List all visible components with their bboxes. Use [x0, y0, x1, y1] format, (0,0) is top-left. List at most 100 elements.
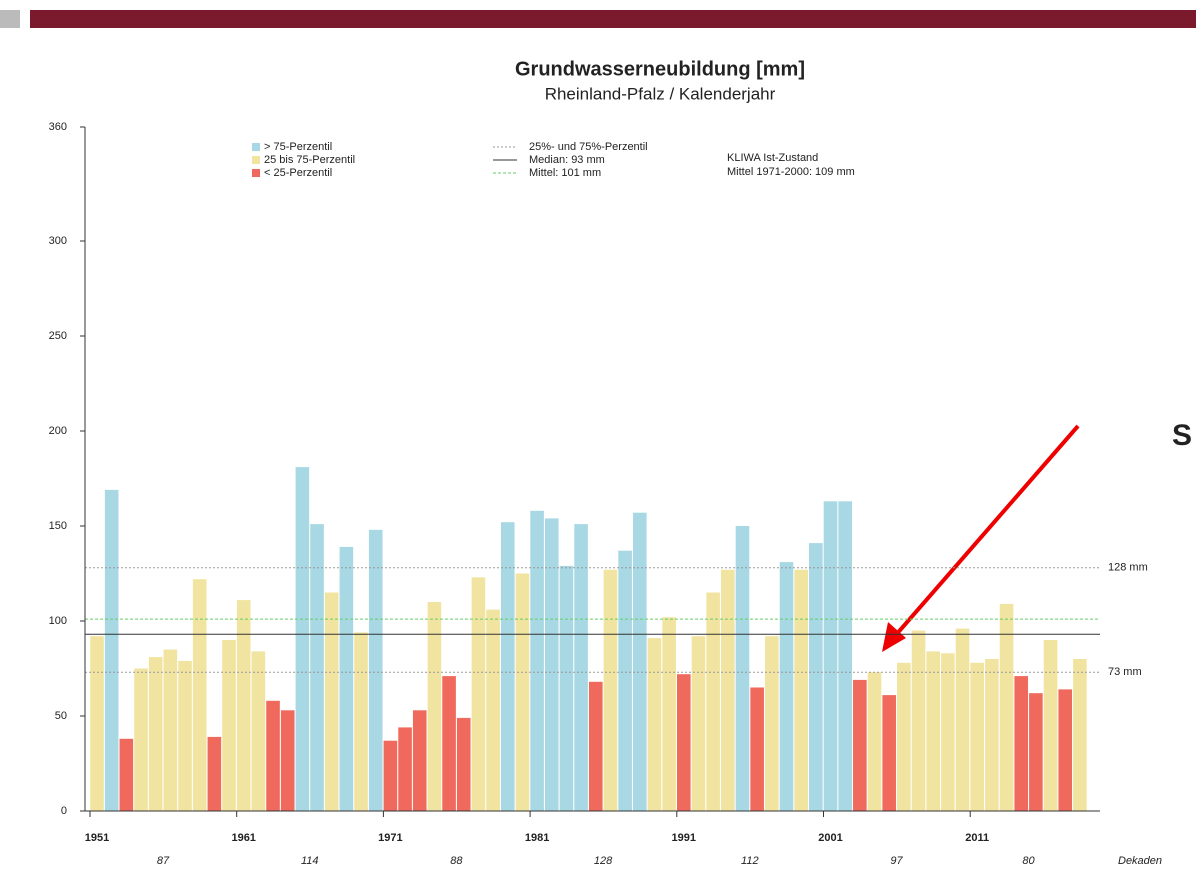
bar	[486, 609, 500, 811]
bar	[735, 526, 750, 811]
arrow	[893, 424, 1080, 638]
bar	[148, 657, 163, 811]
bar	[1043, 640, 1058, 811]
bar	[706, 592, 720, 811]
bar	[779, 562, 794, 811]
bar	[823, 501, 838, 811]
bar	[955, 628, 970, 811]
corner	[0, 10, 20, 28]
y-tick-label: 360	[49, 121, 67, 133]
chart-subtitle: Rheinland-Pfalz / Kalenderjahr	[545, 84, 776, 103]
bar	[559, 565, 574, 811]
bar	[941, 653, 955, 811]
info: Mittel 1971-2000: 109 mm	[727, 166, 855, 178]
bar	[867, 672, 882, 811]
y-tick-label: 50	[55, 710, 67, 722]
bar	[207, 736, 222, 811]
y-tick-label: 250	[49, 330, 67, 342]
y-tick-label: 0	[61, 805, 67, 817]
decade-value: 87	[157, 855, 170, 867]
bar	[897, 662, 911, 811]
x-tick-label: 2011	[965, 832, 989, 844]
bar	[310, 524, 324, 811]
bar	[471, 577, 486, 811]
chart-title: Grundwasserneubildung [mm]	[515, 58, 805, 80]
bar	[750, 687, 764, 811]
bar	[926, 651, 940, 811]
bar	[280, 710, 295, 811]
header-band	[30, 10, 1196, 28]
decade-value: 88	[450, 855, 463, 867]
x-tick-label: 1951	[85, 832, 109, 844]
bar	[677, 674, 691, 811]
legend-swatch	[252, 156, 260, 164]
bar	[985, 659, 999, 811]
x-tick-label: 2001	[818, 832, 842, 844]
ref-label: 73 mm	[1108, 666, 1142, 678]
y-tick-label: 300	[49, 235, 67, 247]
y-tick-label: 100	[49, 615, 67, 627]
bar	[398, 727, 412, 811]
bar	[618, 550, 632, 811]
decade-value: 112	[741, 855, 759, 867]
bar	[544, 518, 559, 811]
bar	[90, 636, 104, 811]
bar	[515, 573, 530, 811]
legend-label: < 25-Perzentil	[264, 167, 332, 179]
decade-label: Dekaden	[1118, 855, 1162, 867]
x-tick-label: 1961	[231, 832, 255, 844]
legend-label: Median: 93 mm	[529, 154, 605, 166]
bar	[383, 740, 398, 811]
bar	[236, 600, 251, 811]
legend-label: 25%- und 75%-Perzentil	[529, 141, 648, 153]
x-tick-label: 1991	[672, 832, 696, 844]
bar	[119, 738, 134, 811]
legend-swatch	[252, 143, 260, 151]
bar	[530, 510, 544, 811]
bar	[368, 529, 383, 811]
ref-label: 128 mm	[1108, 562, 1148, 574]
legend-label: > 75-Perzentil	[264, 141, 332, 153]
annotation: S	[1172, 419, 1192, 452]
bar	[1073, 659, 1087, 811]
bar	[427, 602, 442, 811]
bar	[662, 617, 676, 811]
bar	[266, 700, 280, 811]
bar	[603, 569, 618, 811]
bar	[354, 632, 368, 811]
bar	[588, 681, 603, 811]
bar	[178, 660, 192, 811]
bar	[794, 569, 808, 811]
decade-value: 128	[594, 855, 613, 867]
bar	[1014, 676, 1029, 811]
bar	[295, 467, 310, 811]
bar	[192, 579, 207, 811]
decade-value: 114	[301, 855, 319, 867]
legend-label: Mittel: 101 mm	[529, 167, 601, 179]
bar	[911, 630, 926, 811]
legend-label: 25 bis 75-Perzentil	[264, 154, 355, 166]
y-tick-label: 150	[49, 520, 67, 532]
bar	[163, 649, 178, 811]
bar	[324, 592, 339, 811]
bar	[853, 679, 867, 811]
x-tick-label: 1971	[378, 832, 402, 844]
decade-value: 97	[890, 855, 903, 867]
bar	[251, 651, 266, 811]
bar	[500, 522, 515, 811]
bar	[632, 512, 647, 811]
bar	[882, 695, 896, 811]
bar	[134, 668, 148, 811]
bar	[574, 524, 588, 811]
bar	[456, 717, 471, 811]
decade-value: 80	[1022, 855, 1035, 867]
bar	[1058, 689, 1073, 811]
bar	[721, 569, 735, 811]
bar	[999, 603, 1014, 811]
bar	[339, 546, 354, 811]
bar	[647, 638, 662, 811]
bar	[809, 543, 823, 811]
bar	[104, 489, 119, 811]
bar	[838, 501, 852, 811]
